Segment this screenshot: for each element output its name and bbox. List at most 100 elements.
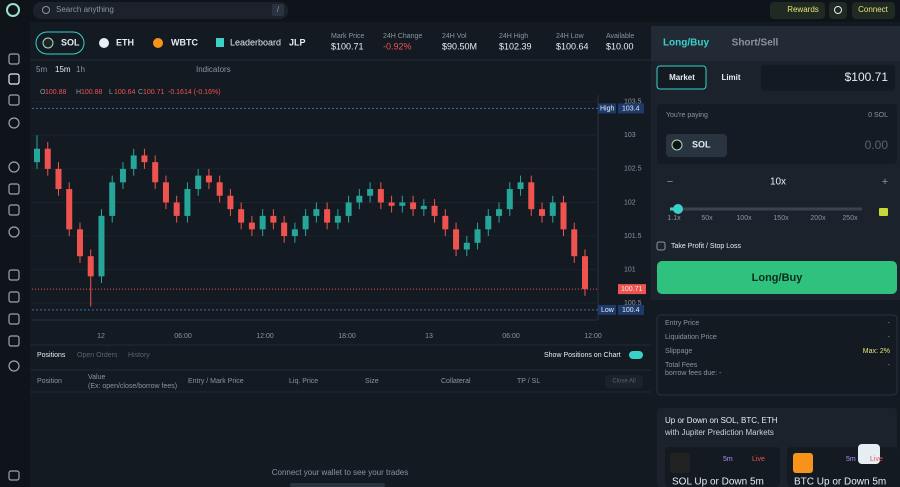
ohlc-value: 100.64	[114, 89, 136, 96]
candle-body	[87, 256, 94, 277]
asset-tab: SOL	[61, 37, 80, 47]
icon[interactable]	[8, 269, 20, 281]
label: /	[277, 5, 280, 14]
candle-body	[517, 182, 524, 190]
info-label: Entry Price	[665, 320, 699, 327]
order-tabs-bg	[651, 26, 900, 61]
stat-value: $100.71	[331, 41, 364, 51]
card-status: Live	[870, 456, 883, 463]
candle-body	[431, 205, 438, 216]
shortcut-key	[272, 4, 284, 16]
token-select[interactable]	[666, 134, 727, 157]
stat-value: $10.00	[606, 41, 634, 51]
time-tick-label: 13	[425, 333, 433, 340]
icon[interactable]	[8, 335, 20, 347]
market-button[interactable]	[656, 65, 707, 90]
checkbox[interactable]	[656, 241, 666, 251]
gear-icon	[834, 6, 842, 14]
card-interval: 5m	[846, 456, 856, 463]
submit-button[interactable]	[657, 261, 897, 294]
candle-body	[302, 215, 309, 230]
btc-icon	[153, 38, 163, 48]
candle-body	[141, 155, 148, 163]
icon[interactable]	[8, 73, 20, 85]
candle-body	[76, 229, 83, 257]
tag	[618, 284, 646, 295]
promo-card[interactable]	[665, 447, 780, 487]
lock-icon[interactable]	[879, 208, 888, 216]
price-tick-label: 103	[624, 132, 636, 139]
positions-tab: Positions	[37, 352, 66, 359]
candle-body	[270, 215, 277, 223]
label: −	[667, 176, 673, 188]
candle-body	[496, 209, 503, 216]
tag	[618, 103, 644, 114]
candle-body	[324, 209, 331, 223]
button-label: Rewards	[787, 5, 819, 14]
info-label: Liquidation Price	[665, 334, 717, 341]
tag	[618, 304, 644, 315]
toggle[interactable]	[629, 351, 643, 359]
tag	[598, 103, 616, 114]
column-header: Value	[88, 374, 105, 381]
button-label: Connect	[858, 5, 889, 14]
time-tick-label: 12:00	[256, 333, 274, 340]
label: Show Positions on Chart	[544, 352, 621, 359]
icon[interactable]	[8, 183, 20, 195]
search-box[interactable]	[33, 2, 288, 19]
settings-button[interactable]	[829, 2, 847, 19]
label: Low	[601, 307, 615, 314]
candle-body	[109, 182, 116, 216]
token: SOL	[692, 139, 711, 149]
icon[interactable]	[8, 117, 20, 129]
icon[interactable]	[8, 291, 20, 303]
connect-button[interactable]	[852, 2, 895, 19]
column-header: Liq. Price	[289, 378, 318, 385]
info-value: -	[888, 362, 891, 369]
close-all-button[interactable]	[605, 375, 643, 388]
label: +	[882, 176, 888, 188]
icon[interactable]	[8, 204, 20, 216]
icon[interactable]	[8, 360, 20, 372]
icon[interactable]	[8, 313, 20, 325]
order-type: Limit	[721, 73, 740, 82]
empty-message: Connect your wallet to see your trades	[272, 468, 409, 477]
candle-body	[388, 202, 395, 206]
label: C	[138, 89, 143, 96]
timeframe: 1h	[76, 65, 85, 74]
info-label: Total Fees	[665, 362, 698, 369]
limit-price: $100.71	[845, 70, 889, 84]
candle-body	[119, 168, 126, 183]
candle-body	[227, 195, 234, 210]
label: (Ex: open/close/borrow fees)	[88, 383, 177, 390]
price-box[interactable]	[761, 65, 895, 91]
stat-value: $100.64	[556, 41, 589, 51]
stat-label: 24H Low	[556, 33, 585, 40]
candle-body	[281, 222, 288, 237]
order-tab: Long/Buy	[663, 38, 710, 49]
column-header: Position	[37, 378, 62, 385]
stat-value: $102.39	[499, 41, 532, 51]
icon[interactable]	[8, 94, 20, 106]
stat-label: Mark Price	[331, 33, 365, 40]
candle-body	[162, 182, 169, 203]
slider-thumb[interactable]	[673, 204, 683, 214]
candle-body	[238, 209, 245, 223]
price-tick-label: 101.5	[624, 233, 642, 240]
candle-body	[528, 182, 535, 210]
time-tick-label: 12:00	[584, 333, 602, 340]
label: with Jupiter Prediction Markets	[664, 428, 774, 437]
candle-body	[420, 205, 427, 210]
card-interval: 5m	[723, 456, 733, 463]
candle-body	[205, 175, 212, 183]
chat-button[interactable]	[858, 444, 880, 464]
rewards-button[interactable]	[770, 2, 825, 19]
column-header: Collateral	[441, 378, 471, 385]
candle-body	[442, 215, 449, 230]
candle-body	[66, 189, 73, 230]
icon[interactable]	[8, 53, 20, 65]
icon[interactable]	[8, 470, 20, 481]
limit-button[interactable]	[710, 66, 753, 89]
icon[interactable]	[8, 226, 20, 238]
icon[interactable]	[8, 161, 20, 173]
